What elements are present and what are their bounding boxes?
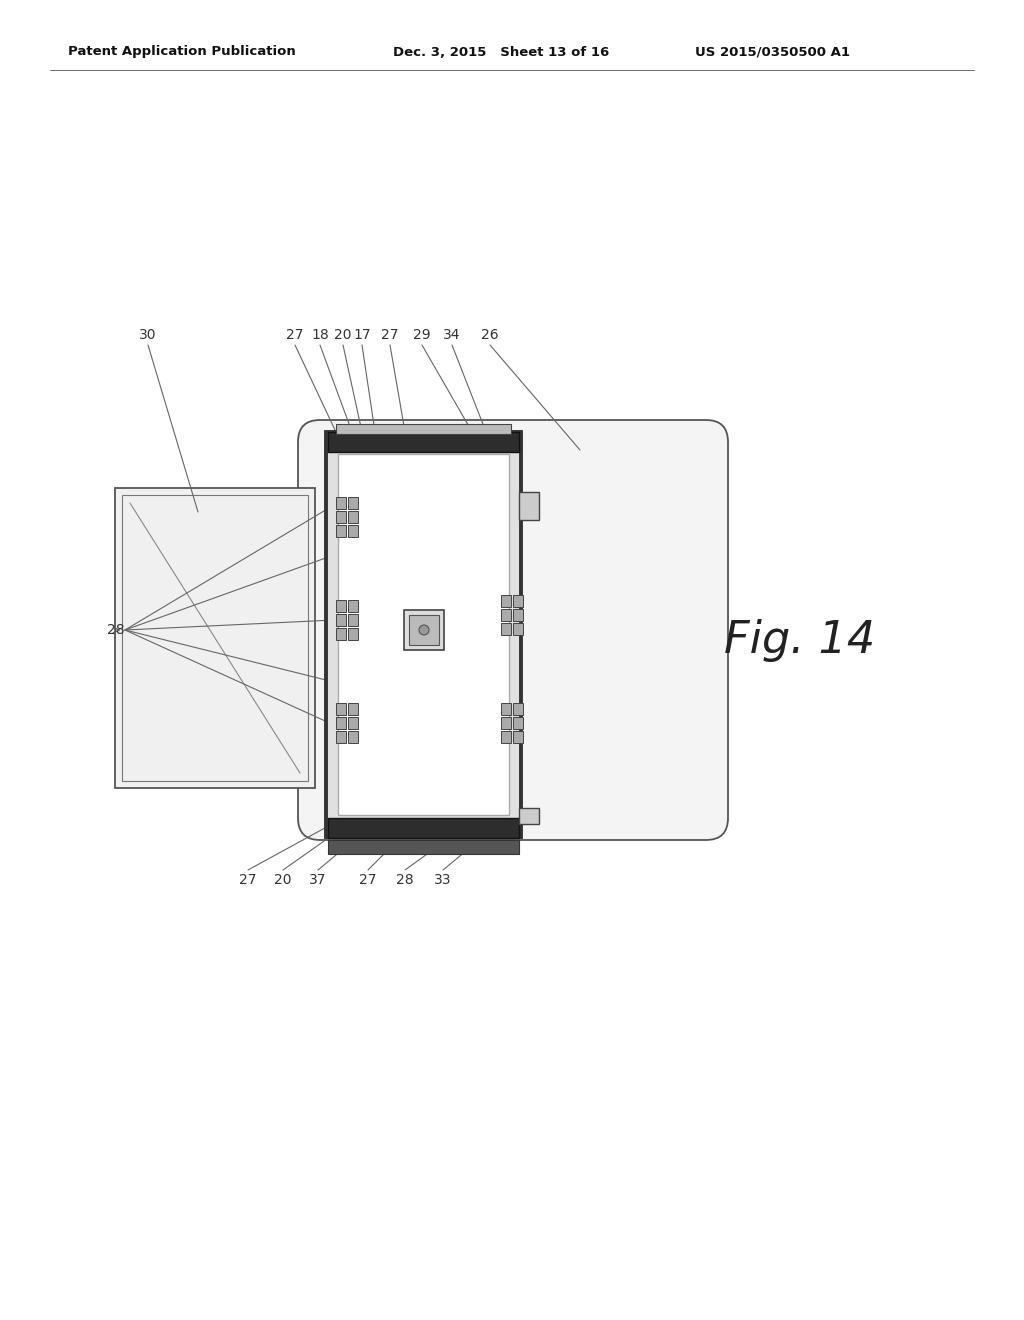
Text: 27: 27 bbox=[381, 327, 398, 342]
Text: 20: 20 bbox=[274, 873, 292, 887]
Bar bbox=[501, 717, 511, 729]
Bar bbox=[336, 424, 511, 434]
Bar bbox=[348, 731, 358, 743]
Bar bbox=[328, 818, 519, 838]
Bar bbox=[513, 623, 523, 635]
Bar bbox=[336, 525, 346, 537]
Bar bbox=[336, 511, 346, 523]
Text: 28: 28 bbox=[396, 873, 414, 887]
Bar bbox=[348, 525, 358, 537]
Text: 29: 29 bbox=[414, 327, 431, 342]
Text: 27: 27 bbox=[287, 327, 304, 342]
Text: 30: 30 bbox=[139, 327, 157, 342]
Bar bbox=[348, 704, 358, 715]
Bar bbox=[336, 731, 346, 743]
Bar bbox=[501, 623, 511, 635]
Bar bbox=[122, 495, 308, 781]
Text: 28: 28 bbox=[106, 623, 125, 638]
Text: 20: 20 bbox=[334, 327, 352, 342]
Bar bbox=[336, 704, 346, 715]
Bar bbox=[336, 498, 346, 510]
Bar bbox=[338, 454, 509, 814]
Text: 18: 18 bbox=[311, 327, 329, 342]
FancyBboxPatch shape bbox=[298, 420, 728, 840]
Bar bbox=[336, 614, 346, 626]
Text: 37: 37 bbox=[309, 873, 327, 887]
Bar bbox=[409, 615, 439, 645]
Bar bbox=[328, 840, 519, 854]
Bar bbox=[348, 614, 358, 626]
Bar bbox=[501, 595, 511, 607]
Bar bbox=[513, 731, 523, 743]
Bar bbox=[328, 432, 519, 451]
Bar bbox=[348, 717, 358, 729]
Bar bbox=[519, 808, 539, 824]
Bar bbox=[336, 601, 346, 612]
Text: 26: 26 bbox=[481, 327, 499, 342]
Bar bbox=[326, 432, 521, 837]
Bar bbox=[501, 731, 511, 743]
Text: 33: 33 bbox=[434, 873, 452, 887]
Bar bbox=[513, 717, 523, 729]
Bar bbox=[519, 492, 539, 520]
Bar bbox=[501, 704, 511, 715]
Text: US 2015/0350500 A1: US 2015/0350500 A1 bbox=[695, 45, 850, 58]
Bar bbox=[336, 717, 346, 729]
Bar bbox=[348, 511, 358, 523]
Bar bbox=[501, 609, 511, 620]
Bar bbox=[404, 610, 444, 649]
Text: 17: 17 bbox=[353, 327, 371, 342]
Text: Dec. 3, 2015   Sheet 13 of 16: Dec. 3, 2015 Sheet 13 of 16 bbox=[393, 45, 609, 58]
Bar bbox=[348, 601, 358, 612]
Text: 27: 27 bbox=[240, 873, 257, 887]
Bar bbox=[348, 498, 358, 510]
Bar bbox=[348, 628, 358, 640]
Bar bbox=[336, 628, 346, 640]
Bar bbox=[513, 704, 523, 715]
Text: Patent Application Publication: Patent Application Publication bbox=[68, 45, 296, 58]
Text: 34: 34 bbox=[443, 327, 461, 342]
Circle shape bbox=[419, 624, 429, 635]
Text: 27: 27 bbox=[359, 873, 377, 887]
Bar bbox=[513, 609, 523, 620]
Text: Fig. 14: Fig. 14 bbox=[724, 619, 876, 661]
Bar bbox=[115, 488, 315, 788]
Bar bbox=[513, 595, 523, 607]
